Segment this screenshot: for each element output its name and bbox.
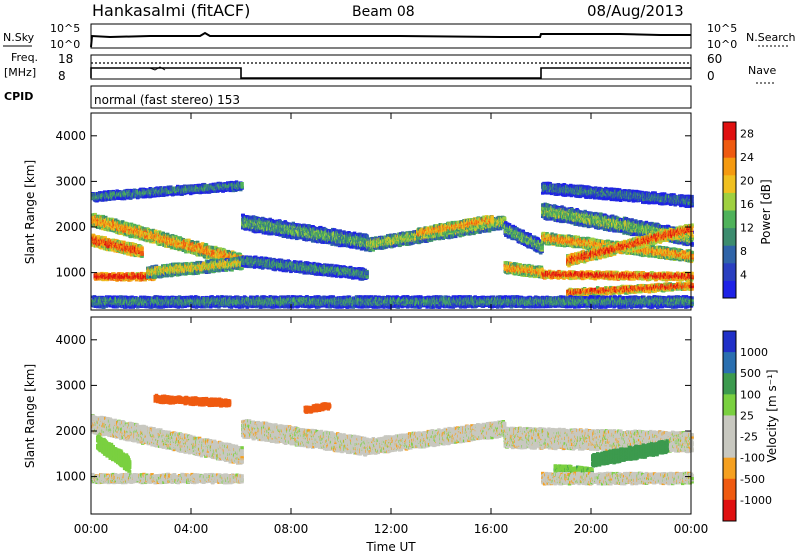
power-cell <box>116 219 120 223</box>
power-cell <box>208 256 212 260</box>
station-title: Hankasalmi (fitACF) <box>92 1 250 20</box>
power-cell <box>104 215 108 219</box>
date-title: 08/Aug/2013 <box>587 2 684 20</box>
freq-panel: Freq. [MHz] 18 8 60 0 Nave <box>4 51 776 84</box>
power-cell <box>187 238 191 242</box>
cpid-panel: CPID normal (fast stereo) 153 <box>4 85 692 109</box>
noise-panel: N.Sky N.Search 10^5 10^0 10^5 10^0 <box>3 22 796 51</box>
freq-label-line1: Freq. <box>11 51 38 64</box>
power-cell <box>111 238 115 242</box>
freq-line <box>90 67 691 79</box>
power-cell <box>131 242 135 246</box>
power-cell <box>140 252 144 256</box>
power-cell <box>100 271 104 275</box>
power-cell <box>190 240 194 243</box>
power-cell <box>106 248 110 252</box>
nave-label: Nave <box>748 64 776 77</box>
power-heatmap <box>91 180 694 309</box>
power-cell <box>122 240 126 244</box>
nave-tick-high: 60 <box>707 52 722 66</box>
power-cell <box>138 225 142 229</box>
power-cell <box>204 243 209 247</box>
power-cell <box>104 272 109 276</box>
noise-tick-high-right: 10^5 <box>707 22 737 35</box>
power-cell <box>232 251 237 255</box>
freq-label-line2: [MHz] <box>4 66 36 79</box>
power-cell <box>140 246 144 250</box>
power-cell <box>140 251 144 254</box>
freq-tick-low: 8 <box>58 69 66 83</box>
power-cell <box>114 218 118 222</box>
nsearch-label: N.Search <box>746 31 796 44</box>
nave-tick-low: 0 <box>707 69 715 83</box>
beam-title: Beam 08 <box>352 4 415 20</box>
noise-tick-low-right: 10^0 <box>707 38 737 51</box>
power-cell <box>166 232 170 236</box>
noise-tick-high-left: 10^5 <box>50 22 80 35</box>
cpid-label: CPID <box>4 90 33 103</box>
nsky-line <box>90 31 691 48</box>
nsky-label: N.Sky <box>3 31 35 44</box>
cpid-text: normal (fast stereo) 153 <box>94 93 240 107</box>
noise-tick-low-left: 10^0 <box>50 38 80 51</box>
power-cell <box>196 240 200 244</box>
power-cell <box>103 236 107 240</box>
power-cell <box>140 254 144 258</box>
power-cell <box>103 227 107 231</box>
power-cell <box>93 212 97 216</box>
freq-tick-high: 18 <box>58 52 73 66</box>
power-cell <box>101 214 105 218</box>
power-cell <box>109 248 113 252</box>
